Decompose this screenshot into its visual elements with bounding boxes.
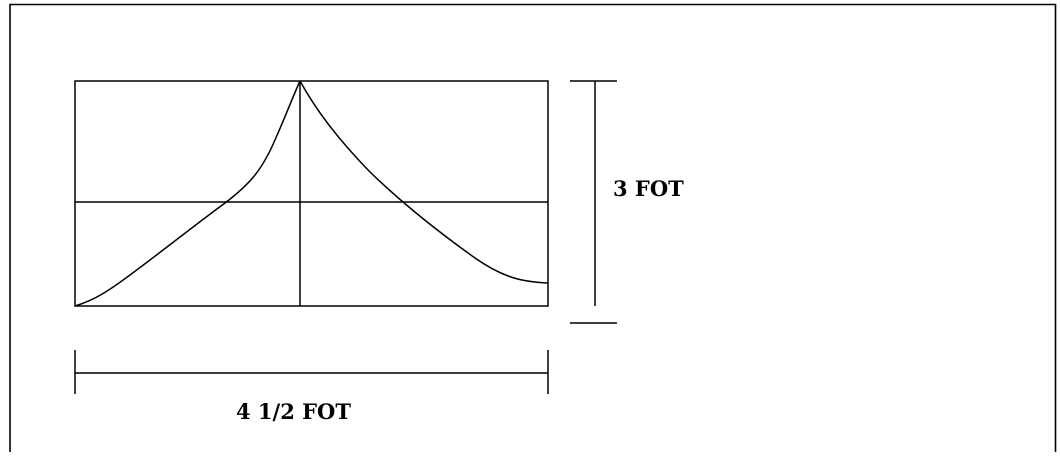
left-curve (74, 80, 301, 307)
height-label: 3 FOT (613, 176, 684, 201)
outer-border (9, 3, 1057, 452)
panel-rectangle (74, 80, 549, 307)
width-label: 4 1/2 FOT (236, 399, 351, 424)
right-curve (299, 80, 549, 284)
